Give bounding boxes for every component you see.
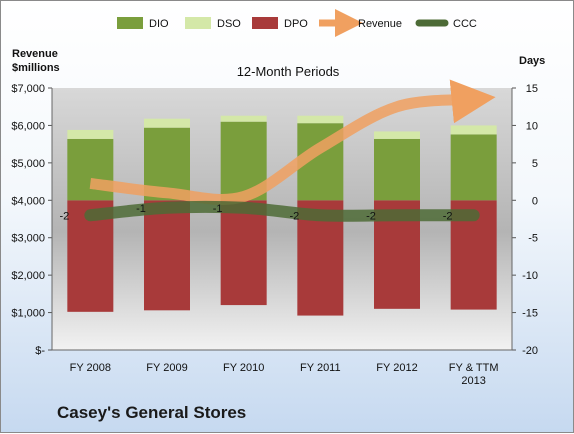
- right-tick-label: 5: [532, 158, 538, 170]
- bar-dso: [67, 130, 113, 139]
- legend-swatch-dso: [185, 17, 211, 29]
- legend-swatch-dio: [117, 17, 143, 29]
- ccc-data-label: -2: [59, 210, 69, 222]
- ccc-data-label: -2: [443, 210, 453, 222]
- category-label: 2013: [461, 375, 485, 387]
- chart-subtitle: 12-Month Periods: [237, 64, 340, 79]
- right-tick-label: 0: [532, 195, 538, 207]
- bar-dpo: [144, 200, 190, 310]
- left-tick-label: $-: [35, 345, 45, 357]
- bar-dso: [374, 131, 420, 138]
- category-label: FY & TTM: [449, 362, 499, 374]
- right-tick-label: -20: [522, 345, 538, 357]
- right-tick-label: -10: [522, 270, 538, 282]
- company-name: Casey's General Stores: [57, 403, 246, 423]
- category-label: FY 2012: [376, 362, 417, 374]
- ccc-data-label: -1: [213, 203, 223, 215]
- bar-dso: [221, 116, 267, 122]
- bar-dso: [451, 125, 497, 134]
- right-axis-title: Days: [519, 55, 545, 67]
- legend-label: DIO: [149, 18, 169, 30]
- left-axis-title: $millions: [12, 62, 60, 74]
- legend-label: DPO: [284, 18, 308, 30]
- left-axis-title: Revenue: [12, 48, 58, 60]
- left-tick-label: $7,000: [11, 83, 45, 95]
- left-tick-label: $6,000: [11, 120, 45, 132]
- ccc-data-label: -2: [289, 210, 299, 222]
- bar-dio: [374, 139, 420, 200]
- legend-label: DSO: [217, 18, 241, 30]
- bar-dio: [451, 134, 497, 200]
- right-tick-label: 15: [526, 83, 538, 95]
- category-label: FY 2011: [300, 362, 341, 374]
- bar-dso: [297, 116, 343, 123]
- bar-dpo: [221, 200, 267, 305]
- category-label: FY 2008: [70, 362, 111, 374]
- ccc-data-label: -1: [136, 203, 146, 215]
- left-tick-label: $1,000: [11, 308, 45, 320]
- left-tick-label: $5,000: [11, 158, 45, 170]
- category-label: FY 2009: [146, 362, 187, 374]
- left-tick-label: $4,000: [11, 195, 45, 207]
- legend-swatch-dpo: [252, 17, 278, 29]
- bar-dso: [144, 119, 190, 128]
- left-tick-label: $3,000: [11, 233, 45, 245]
- category-label: FY 2010: [223, 362, 264, 374]
- legend-label: Revenue: [358, 18, 402, 30]
- right-tick-label: -5: [528, 233, 538, 245]
- right-tick-label: 10: [526, 120, 538, 132]
- legend: DIO DSO DPO Revenue CCC: [117, 17, 477, 30]
- ccc-data-label: -2: [366, 210, 376, 222]
- right-tick-label: -15: [522, 308, 538, 320]
- legend-label: CCC: [453, 18, 477, 30]
- left-tick-label: $2,000: [11, 270, 45, 282]
